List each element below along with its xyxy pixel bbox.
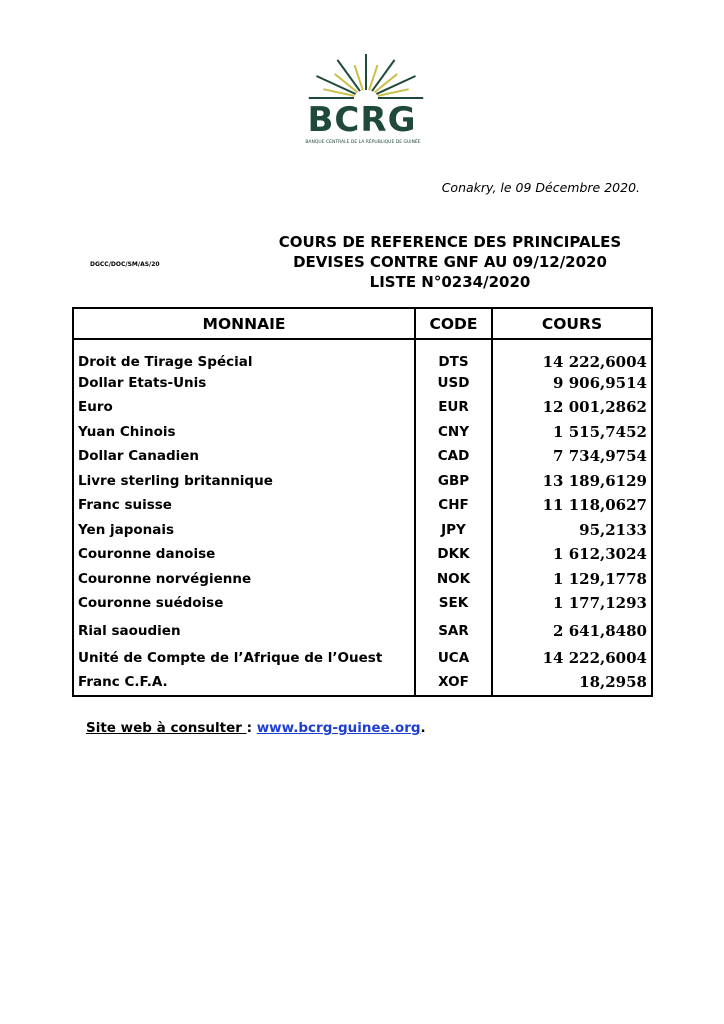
footer-separator: : xyxy=(246,720,257,736)
currency-code: JPY xyxy=(414,518,493,543)
currency-rate: 2 641,8480 xyxy=(492,616,653,646)
exchange-rate-table: MONNAIE CODE COURS Droit de Tirage Spéci… xyxy=(72,307,653,697)
currency-rate: 9 906,9514 xyxy=(492,371,653,396)
place-date: Conakry, le 09 Décembre 2020. xyxy=(441,180,640,195)
website-link[interactable]: www.bcrg-guinee.org xyxy=(256,720,421,736)
table-row: Franc C.F.A. XOF 18,2958 xyxy=(72,670,653,697)
header-monnaie: MONNAIE xyxy=(72,307,416,340)
table-row: Droit de Tirage Spécial DTS 14 222,6004 xyxy=(72,339,653,371)
currency-rate: 1 177,1293 xyxy=(492,591,653,616)
logo-ray xyxy=(368,64,379,91)
currency-rate: 7 734,9754 xyxy=(492,444,653,469)
table-row: Franc suisse CHF 11 118,0627 xyxy=(72,493,653,518)
footer: Site web à consulter : www.bcrg-guinee.o… xyxy=(86,719,426,737)
currency-name: Couronne norvégienne xyxy=(72,567,415,592)
logo-ray xyxy=(316,75,357,95)
logo-subtitle: BANQUE CENTRALE DE LA RÉPUBLIQUE DE GUIN… xyxy=(305,140,421,145)
currency-name: Dollar Etats-Unis xyxy=(72,371,415,396)
currency-code: DKK xyxy=(414,542,493,567)
document-reference: DGCC/DOC/SM/AS/20 xyxy=(90,261,160,268)
table-row: Dollar Etats-Unis USD 9 906,9514 xyxy=(72,371,653,396)
currency-name: Livre sterling britannique xyxy=(72,469,415,494)
currency-rate: 1 612,3024 xyxy=(492,542,653,567)
footer-label: Site web à consulter xyxy=(86,720,247,736)
currency-name: Couronne suédoise xyxy=(72,591,415,616)
currency-name: Franc suisse xyxy=(72,493,415,518)
currency-code: UCA xyxy=(414,646,493,671)
currency-code: SEK xyxy=(414,591,493,616)
currency-code: NOK xyxy=(414,567,493,592)
currency-code: GBP xyxy=(414,469,493,494)
logo-ray xyxy=(375,75,416,95)
currency-rate: 1 129,1778 xyxy=(492,567,653,592)
title-line-2: DEVISES CONTRE GNF AU 09/12/2020 xyxy=(293,253,607,271)
logo-ray xyxy=(336,59,361,92)
title-line-3: LISTE N°0234/2020 xyxy=(369,273,531,291)
currency-rate: 1 515,7452 xyxy=(492,420,653,445)
table-row: Couronne norvégienne NOK 1 129,1778 xyxy=(72,567,653,592)
logo-ray xyxy=(353,64,364,91)
currency-name: Yuan Chinois xyxy=(72,420,415,445)
currency-name: Droit de Tirage Spécial xyxy=(72,339,415,371)
table-row: Livre sterling britannique GBP 13 189,6129 xyxy=(72,469,653,494)
table-row: Yen japonais JPY 95,2133 xyxy=(72,518,653,543)
logo-ray xyxy=(334,73,359,94)
currency-rate: 12 001,2862 xyxy=(492,395,653,420)
table-row: Euro EUR 12 001,2862 xyxy=(72,395,653,420)
currency-name: Couronne danoise xyxy=(72,542,415,567)
footer-end: . xyxy=(420,720,426,736)
table-row: Couronne danoise DKK 1 612,3024 xyxy=(72,542,653,567)
header-cours: COURS xyxy=(491,307,653,340)
currency-code: CNY xyxy=(414,420,493,445)
logo-ray xyxy=(371,59,396,92)
table-row: Couronne suédoise SEK 1 177,1293 xyxy=(72,591,653,616)
table-row: Dollar Canadien CAD 7 734,9754 xyxy=(72,444,653,469)
currency-name: Franc C.F.A. xyxy=(72,670,415,697)
currency-rate: 18,2958 xyxy=(492,670,653,697)
title-line-1: COURS DE REFERENCE DES PRINCIPALES xyxy=(278,233,622,251)
currency-rate: 95,2133 xyxy=(492,518,653,543)
currency-code: CAD xyxy=(414,444,493,469)
currency-code: XOF xyxy=(414,670,493,697)
header-code: CODE xyxy=(414,307,493,340)
currency-name: Unité de Compte de l’Afrique de l’Ouest xyxy=(72,646,415,671)
currency-rate: 14 222,6004 xyxy=(492,646,653,671)
currency-name: Yen japonais xyxy=(72,518,415,543)
currency-rate: 14 222,6004 xyxy=(492,339,653,371)
table-row: Yuan Chinois CNY 1 515,7452 xyxy=(72,420,653,445)
currency-code: SAR xyxy=(414,616,493,646)
table-row: Unité de Compte de l’Afrique de l’Ouest U… xyxy=(72,646,653,671)
currency-name: Euro xyxy=(72,395,415,420)
bcrg-logo-rays-icon xyxy=(308,54,424,99)
logo-text: BCRG xyxy=(307,100,417,140)
logo-ray xyxy=(377,88,409,97)
logo-ray xyxy=(373,73,398,94)
currency-code: CHF xyxy=(414,493,493,518)
currency-code: USD xyxy=(414,371,493,396)
currency-code: EUR xyxy=(414,395,493,420)
currency-code: DTS xyxy=(414,339,493,371)
currency-name: Dollar Canadien xyxy=(72,444,415,469)
currency-name: Rial saoudien xyxy=(72,616,415,646)
currency-rate: 11 118,0627 xyxy=(492,493,653,518)
logo-ray xyxy=(323,88,355,97)
table-row: Rial saoudien SAR 2 641,8480 xyxy=(72,616,653,646)
currency-rate: 13 189,6129 xyxy=(492,469,653,494)
